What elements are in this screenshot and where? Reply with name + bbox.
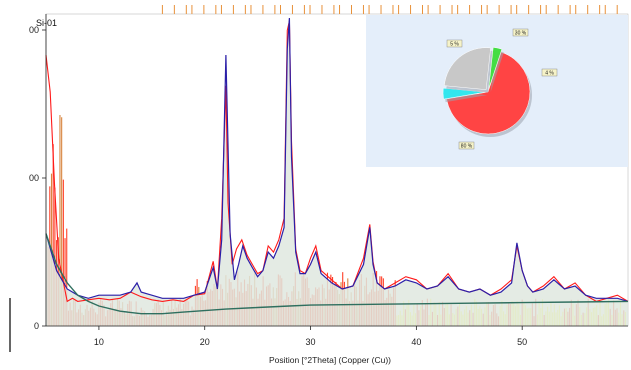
pie-label-box — [446, 39, 463, 48]
pie-slice-shadow — [490, 50, 504, 93]
pie-slice-label: 5 % — [450, 42, 459, 48]
inset-pie-panel: 80 % 5 % 30 % 4 % — [366, 15, 628, 167]
y-tick-label: 00 — [29, 25, 39, 35]
background-line — [45, 233, 629, 315]
pie-slice-label: 80 % — [461, 144, 473, 150]
pie-label-box — [512, 28, 529, 37]
pie-slice — [446, 51, 531, 135]
pie-slice — [488, 47, 503, 90]
x-axis-ticks: 10 20 30 40 50 — [94, 326, 527, 347]
pie-slice-label: 30 % — [515, 31, 527, 37]
x-tick-label: 40 — [411, 337, 421, 347]
sample-label: Si-01 — [36, 18, 57, 28]
pie-slice — [442, 87, 486, 100]
y-axis-ticks: 00 00 0 — [29, 25, 46, 331]
y-tick-label: 0 — [34, 321, 39, 331]
phase-pie-chart: 80 % 5 % 30 % 4 % — [442, 28, 558, 150]
x-tick-label: 20 — [200, 337, 210, 347]
x-tick-label: 50 — [517, 337, 527, 347]
pie-label-box — [458, 141, 475, 150]
calculated-profile-line — [45, 17, 629, 302]
x-tick-label: 10 — [94, 337, 104, 347]
peak-position-markers — [161, 5, 618, 14]
x-tick-label: 30 — [306, 337, 316, 347]
pie-label-box — [541, 68, 558, 77]
y-tick-label: 00 — [29, 173, 39, 183]
pie-slice — [444, 47, 491, 90]
x-axis-title: Position [°2Theta] (Copper (Cu)) — [269, 355, 391, 365]
pie-slice-label: 4 % — [545, 71, 554, 77]
